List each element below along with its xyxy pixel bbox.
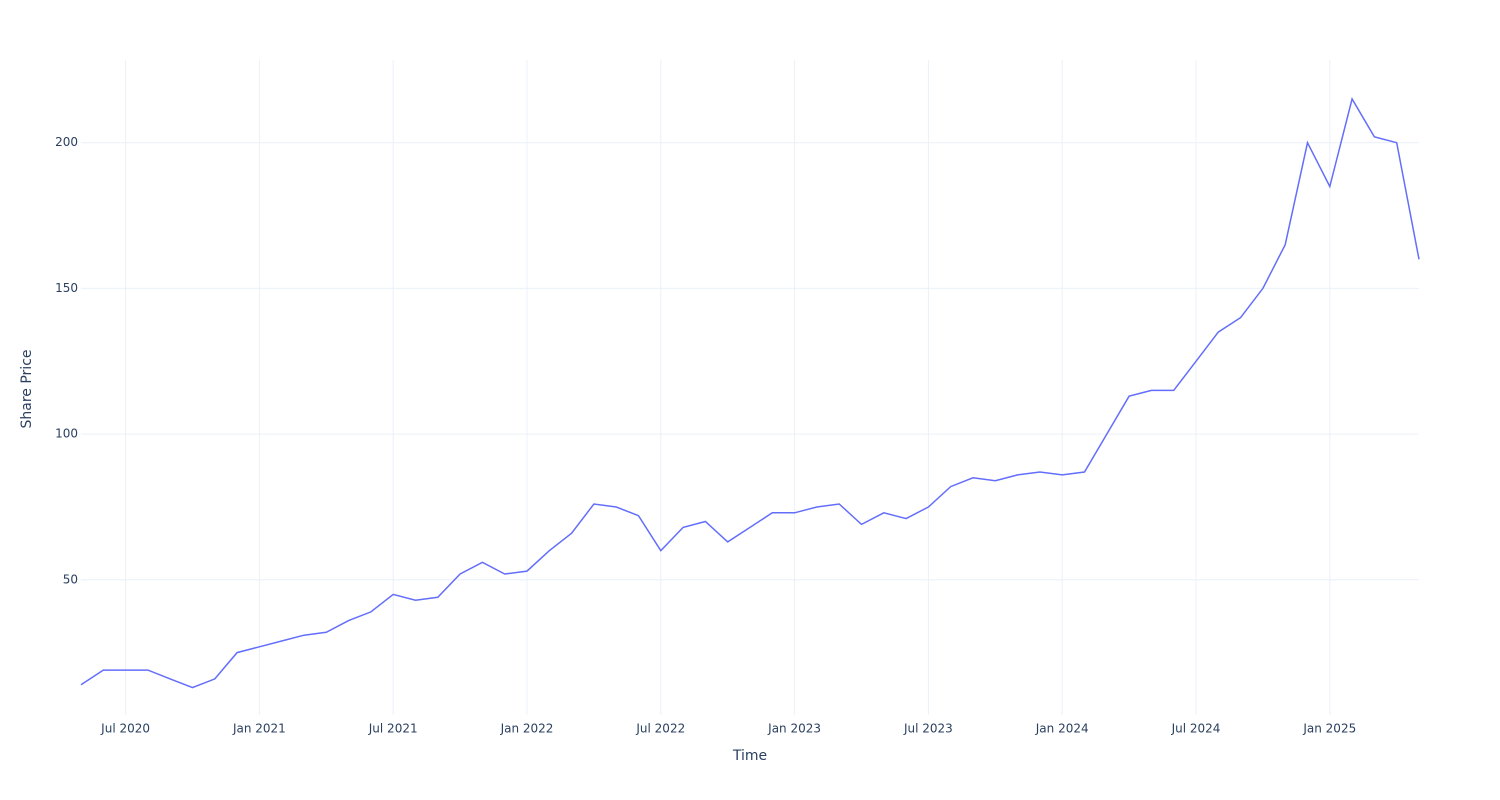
y-tick-label: 150 — [55, 281, 78, 295]
x-axis-title: Time — [732, 748, 767, 764]
y-tick-label: 50 — [63, 572, 78, 586]
x-tick-label: Jan 2025 — [1302, 722, 1356, 736]
x-tick-label: Jul 2023 — [903, 722, 953, 736]
x-tick-label: Jan 2023 — [767, 722, 821, 736]
y-tick-label: 100 — [55, 427, 78, 441]
y-axis-title: Share Price — [19, 349, 35, 428]
y-tick-label: 200 — [55, 135, 78, 149]
x-tick-label: Jul 2022 — [635, 722, 685, 736]
x-tick-label: Jul 2020 — [100, 722, 150, 736]
x-tick-label: Jan 2022 — [500, 722, 554, 736]
grid — [81, 60, 1419, 715]
x-tick-label: Jan 2024 — [1035, 722, 1089, 736]
x-tick-label: Jul 2021 — [368, 722, 418, 736]
x-tick-label: Jan 2021 — [232, 722, 286, 736]
line-series — [80, 97, 1420, 689]
x-tick-label: Jul 2024 — [1171, 722, 1221, 736]
